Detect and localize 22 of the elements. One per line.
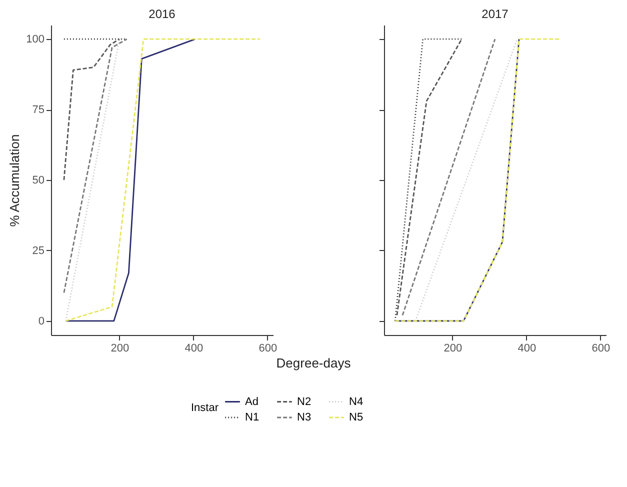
legend-label: N5 [349,412,364,424]
x-tick-label: 200 [110,342,130,354]
y-tick-label: 75 [32,104,44,116]
legend-label: N2 [297,396,312,408]
legend-label: N4 [349,396,364,408]
x-tick-label: 400 [184,342,204,354]
chart-title: 2017 [482,7,509,21]
x-tick-label: 600 [258,342,278,354]
x-tick-label: 400 [518,342,536,354]
y-axis-title: % Accumulation [7,134,22,227]
x-tick-label: 200 [444,342,462,354]
legend-label: N3 [297,412,312,424]
legend-title: Instar [191,402,219,414]
y-tick-label: 50 [32,174,44,186]
legend-label: N1 [245,412,260,424]
chart-title: 2016 [148,7,176,21]
x-tick-label: 600 [592,342,610,354]
legend-label: Ad [245,396,258,408]
x-axis-title: Degree-days [276,356,352,370]
y-tick-label: 100 [26,34,44,46]
y-tick-label: 25 [32,244,44,257]
y-tick-label: 0 [38,315,44,328]
